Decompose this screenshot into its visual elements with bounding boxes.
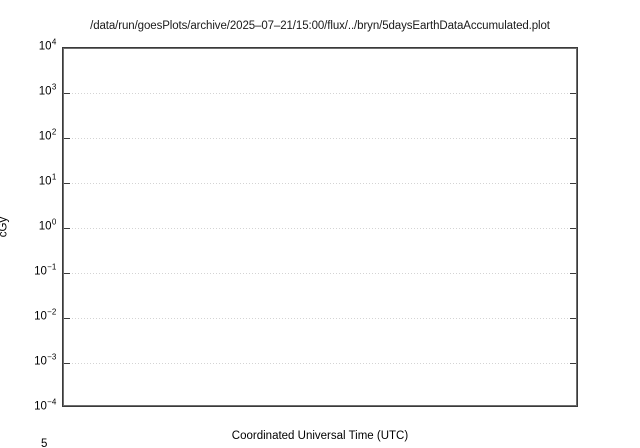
y-axis-tick-label: 10−1 [34, 262, 57, 278]
axis-tick-mark [570, 273, 577, 274]
gridline [63, 93, 577, 94]
gridline [63, 138, 577, 139]
y-axis-tick-label: 102 [38, 127, 57, 143]
axis-tick-mark [63, 183, 70, 184]
axis-tick-mark [570, 318, 577, 319]
y-axis-label: cGy [0, 216, 10, 238]
y-axis-tick-label: 10−2 [34, 307, 57, 323]
axis-tick-mark [570, 138, 577, 139]
y-axis-tick-label: 104 [38, 37, 57, 53]
x-axis-tick-label-clipped: 5 [41, 438, 48, 448]
y-axis-tick-labels: 104 103 102 101 100 10−1 10−2 10−3 10−4 [0, 38, 57, 413]
axis-tick-mark [63, 273, 70, 274]
plot-area [62, 47, 578, 407]
gridline [63, 318, 577, 319]
axis-tick-mark [570, 363, 577, 364]
y-axis-tick-label: 100 [38, 217, 57, 233]
axis-tick-mark [570, 93, 577, 94]
axis-tick-mark [63, 93, 70, 94]
y-axis-tick-label: 10−3 [34, 352, 57, 368]
gridline [63, 183, 577, 184]
y-axis-tick-label: 103 [38, 82, 57, 98]
y-axis-tick-label: 10−4 [34, 397, 57, 413]
axis-tick-mark [63, 228, 70, 229]
x-axis-label: Coordinated Universal Time (UTC) [231, 430, 409, 442]
plot-title: /data/run/goesPlots/archive/2025–07–21/1… [90, 20, 550, 32]
axis-tick-mark [63, 318, 70, 319]
axis-tick-mark [63, 138, 70, 139]
axis-tick-mark [570, 228, 577, 229]
axis-tick-mark [570, 183, 577, 184]
gridline [63, 363, 577, 364]
axis-tick-mark [63, 363, 70, 364]
y-axis-tick-label: 101 [38, 172, 57, 188]
gridline [63, 228, 577, 229]
gridline [63, 273, 577, 274]
